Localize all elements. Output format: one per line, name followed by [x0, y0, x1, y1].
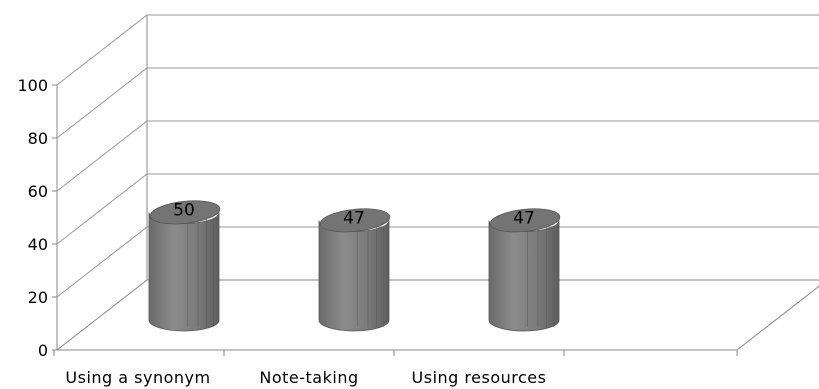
floor-outline: [56, 279, 819, 351]
gridlines: [56, 14, 819, 298]
y-tick-label: 80: [28, 129, 48, 148]
y-tick-label: 100: [17, 76, 48, 95]
gridline: [56, 226, 819, 298]
y-tick-label: 0: [38, 341, 48, 360]
x-tick-label: Using resources: [412, 368, 547, 387]
x-tick-label: Note-taking: [259, 368, 358, 387]
y-axis-ticks: 0 20 40 60 80 100: [17, 76, 57, 360]
y-tick-label: 40: [28, 235, 48, 254]
gridline: [56, 173, 819, 245]
gridline: [56, 67, 819, 139]
x-axis: Using a synonym Note-taking Using resource…: [53, 350, 738, 387]
data-label: 50: [173, 201, 195, 221]
data-label: 47: [343, 208, 365, 228]
bar: [318, 208, 391, 332]
bars: [148, 200, 561, 332]
gridline: [56, 120, 819, 192]
y-tick-label: 60: [28, 182, 48, 201]
bar: [488, 208, 561, 332]
x-tick-label: Using a synonym: [65, 368, 210, 387]
data-label: 47: [513, 208, 535, 228]
data-labels: 50 47 47: [173, 201, 535, 229]
bar: [148, 200, 221, 332]
chart-frame: [56, 15, 819, 351]
gridline: [56, 14, 819, 86]
y-tick-label: 20: [28, 288, 48, 307]
